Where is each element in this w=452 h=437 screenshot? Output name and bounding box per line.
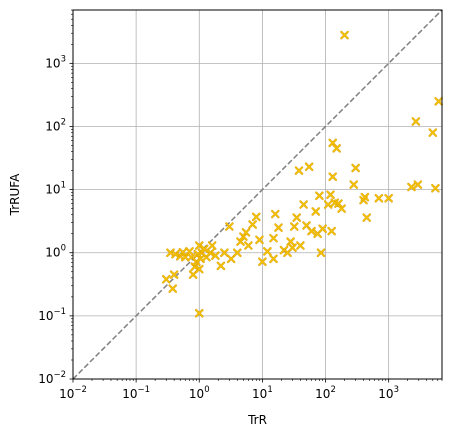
data-point — [332, 144, 341, 153]
axis-ticks: 10−2 10−1 100 101 102 103 10−2 10−1 100 101 102 103 — [38, 9, 443, 401]
x-tick-label: 102 — [315, 385, 336, 401]
data-point — [428, 128, 438, 137]
y-tick-label: 102 — [45, 117, 66, 133]
data-point — [286, 237, 295, 246]
data-point — [431, 183, 440, 193]
y-tick-label: 10−2 — [38, 370, 66, 386]
data-points — [161, 30, 443, 318]
data-point — [211, 251, 220, 260]
data-point — [225, 222, 234, 231]
data-point — [289, 222, 299, 231]
data-point — [161, 274, 171, 284]
data-point — [334, 199, 343, 208]
data-point — [194, 241, 204, 250]
data-point — [413, 180, 423, 189]
y-tick-label: 100 — [45, 244, 66, 260]
data-point — [255, 235, 264, 245]
x-axis-label: TrR — [247, 413, 267, 427]
data-point — [328, 138, 338, 148]
data-point — [241, 228, 251, 237]
data-point — [288, 243, 297, 253]
data-point — [169, 270, 179, 279]
reference-line — [72, 9, 443, 380]
data-point — [263, 247, 272, 256]
data-point — [323, 200, 333, 209]
data-point — [180, 252, 190, 262]
data-point — [194, 308, 204, 318]
data-point — [199, 244, 209, 254]
data-point — [316, 248, 326, 258]
data-point — [311, 207, 321, 216]
data-point — [351, 163, 360, 173]
x-tick-label: 100 — [189, 385, 210, 401]
plot-frame — [72, 9, 443, 380]
data-point — [269, 233, 278, 243]
x-tick-label: 101 — [252, 385, 273, 401]
data-point — [232, 248, 242, 258]
data-point — [407, 182, 416, 192]
y-tick-label: 103 — [45, 54, 66, 70]
data-point — [374, 193, 384, 203]
data-point — [411, 117, 421, 126]
x-tick-label: 10−2 — [59, 385, 87, 401]
data-point — [274, 223, 283, 232]
data-point — [207, 241, 217, 250]
data-point — [168, 284, 178, 293]
data-point — [307, 226, 316, 236]
data-point — [362, 213, 372, 222]
data-point — [318, 224, 327, 234]
data-point — [244, 241, 253, 250]
data-point — [236, 237, 245, 246]
data-point — [360, 192, 370, 202]
data-point — [299, 200, 308, 209]
x-tick-label: 10−1 — [122, 385, 150, 401]
data-point — [258, 257, 267, 267]
y-axis-label: TrRUFA — [8, 173, 22, 216]
data-point — [340, 30, 349, 40]
data-point — [327, 226, 336, 236]
data-point — [178, 247, 188, 257]
x-tick-label: 103 — [378, 385, 399, 401]
data-point — [315, 191, 324, 201]
data-point — [171, 249, 180, 259]
data-point — [248, 220, 257, 229]
data-point — [226, 254, 236, 264]
data-point — [270, 209, 280, 219]
data-point — [194, 264, 204, 274]
data-point — [294, 166, 304, 175]
data-point — [239, 232, 248, 241]
data-point — [328, 172, 338, 182]
data-point — [220, 248, 229, 258]
data-point — [216, 261, 226, 271]
data-point — [384, 193, 393, 203]
y-tick-label: 10−1 — [38, 307, 66, 323]
data-point — [269, 254, 278, 264]
data-point — [337, 204, 346, 213]
data-point — [304, 162, 314, 172]
data-point — [326, 190, 335, 200]
data-point — [251, 212, 261, 222]
data-point — [349, 180, 359, 189]
data-point — [434, 97, 443, 106]
data-point — [206, 248, 215, 258]
data-point — [296, 241, 305, 250]
reference-line-group — [72, 9, 443, 380]
data-point — [292, 213, 302, 222]
y-tick-label: 101 — [45, 181, 66, 197]
